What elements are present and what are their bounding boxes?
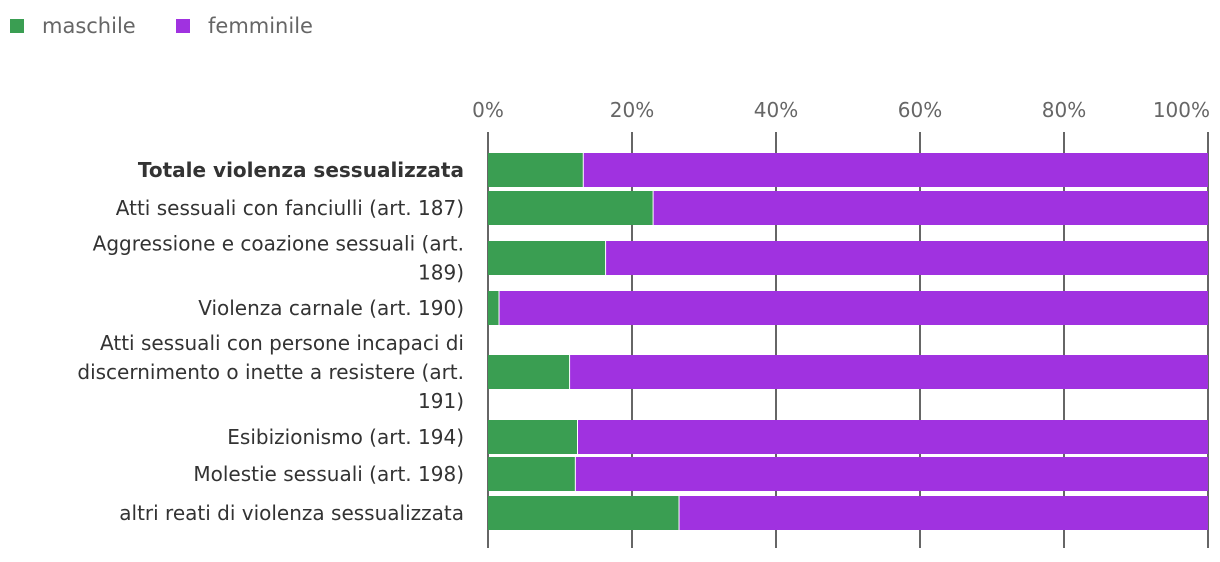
bar-femminile-5 bbox=[578, 420, 1208, 454]
x-tick-label: 60% bbox=[898, 98, 942, 122]
legend-label-maschile: maschile bbox=[42, 14, 136, 38]
category-labels: Totale violenza sessualizzata Atti sessua… bbox=[77, 158, 464, 525]
category-label-line: Molestie sessuali (art. 198) bbox=[193, 462, 464, 486]
bar-maschile-7 bbox=[488, 496, 680, 530]
bar-maschile-0 bbox=[488, 153, 584, 187]
category-label-1: Atti sessuali con fanciulli (art. 187) bbox=[116, 196, 464, 220]
bar-maschile-3 bbox=[488, 291, 500, 325]
legend-label-femminile: femminile bbox=[208, 14, 313, 38]
bar-maschile-1 bbox=[488, 191, 654, 225]
category-label-7: altri reati di violenza sessualizzata bbox=[119, 501, 464, 525]
category-label-line: Totale violenza sessualizzata bbox=[138, 158, 464, 182]
category-label-6: Molestie sessuali (art. 198) bbox=[193, 462, 464, 486]
category-label-line: Violenza carnale (art. 190) bbox=[198, 296, 464, 320]
category-label-line: Esibizionismo (art. 194) bbox=[227, 425, 464, 449]
legend: maschile femminile bbox=[10, 14, 313, 38]
x-tick-label: 80% bbox=[1042, 98, 1086, 122]
bar-maschile-2 bbox=[488, 241, 607, 275]
bar-femminile-0 bbox=[583, 153, 1208, 187]
bar-maschile-6 bbox=[488, 457, 576, 491]
x-tick-label: 40% bbox=[754, 98, 798, 122]
bars bbox=[488, 153, 1208, 530]
legend-swatch-maschile bbox=[10, 19, 24, 33]
bar-femminile-1 bbox=[653, 191, 1208, 225]
x-tick-label: 0% bbox=[472, 98, 504, 122]
category-label-0: Totale violenza sessualizzata bbox=[138, 158, 464, 182]
bar-femminile-7 bbox=[679, 496, 1208, 530]
category-label-5: Esibizionismo (art. 194) bbox=[227, 425, 464, 449]
bar-maschile-5 bbox=[488, 420, 578, 454]
category-label-line: Atti sessuali con persone incapaci di bbox=[100, 331, 464, 355]
category-label-line: 189) bbox=[418, 261, 464, 285]
x-tick-label: 100% bbox=[1153, 98, 1210, 122]
bar-femminile-2 bbox=[606, 241, 1208, 275]
bar-femminile-4 bbox=[570, 355, 1208, 389]
category-label-line: 191) bbox=[418, 389, 464, 413]
category-label-line: altri reati di violenza sessualizzata bbox=[119, 501, 464, 525]
category-label-line: Aggressione e coazione sessuali (art. bbox=[93, 232, 464, 256]
x-tick-label: 20% bbox=[610, 98, 654, 122]
category-label-4: Atti sessuali con persone incapaci di dis… bbox=[77, 331, 464, 413]
bar-femminile-6 bbox=[575, 457, 1208, 491]
category-label-line: Atti sessuali con fanciulli (art. 187) bbox=[116, 196, 464, 220]
category-label-3: Violenza carnale (art. 190) bbox=[198, 296, 464, 320]
bar-maschile-4 bbox=[488, 355, 571, 389]
legend-swatch-femminile bbox=[176, 19, 190, 33]
bar-femminile-3 bbox=[499, 291, 1208, 325]
category-label-line: discernimento o inette a resistere (art. bbox=[77, 360, 464, 384]
category-label-2: Aggressione e coazione sessuali (art. 189… bbox=[93, 232, 464, 285]
